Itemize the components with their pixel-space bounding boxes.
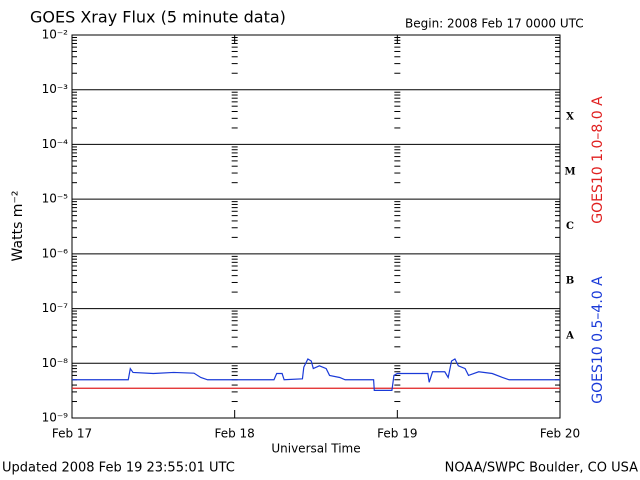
flare-class-label: M [564, 166, 575, 177]
flare-class-label: C [566, 221, 574, 232]
y-tick-label: 10⁻⁵ [42, 192, 69, 206]
y-tick-label: 10⁻² [42, 28, 69, 42]
legend-entry: GOES10 0.5–4.0 A [590, 276, 606, 404]
y-tick-label: 10⁻³ [42, 82, 69, 96]
y-tick-label: 10⁻⁴ [42, 137, 69, 151]
x-tick-label: Feb 20 [540, 427, 580, 441]
x-tick-label: Feb 19 [377, 427, 417, 441]
footer-left: Updated 2008 Feb 19 23:55:01 UTC [2, 461, 235, 476]
flare-class-label: X [566, 112, 574, 123]
y-tick-label: 10⁻⁷ [42, 301, 69, 315]
subtitle: Begin: 2008 Feb 17 0000 UTC [405, 17, 584, 31]
series-line [72, 358, 560, 391]
y-tick-label: 10⁻⁸ [42, 356, 69, 370]
y-tick-label: 10⁻⁶ [42, 246, 69, 260]
flare-class-label: B [566, 276, 574, 287]
x-tick-label: Feb 17 [52, 427, 92, 441]
footer-right: NOAA/SWPC Boulder, CO USA [445, 461, 638, 476]
x-axis-label: Universal Time [271, 442, 360, 456]
x-tick-label: Feb 18 [214, 427, 254, 441]
y-tick-label: 10⁻⁹ [42, 411, 69, 425]
plot-frame [71, 34, 561, 419]
chart-title: GOES Xray Flux (5 minute data) [30, 8, 286, 27]
legend-entry: GOES10 1.0–8.0 A [590, 96, 606, 224]
flare-class-label: A [565, 330, 574, 341]
y-axis-label: Watts m⁻² [10, 191, 26, 262]
